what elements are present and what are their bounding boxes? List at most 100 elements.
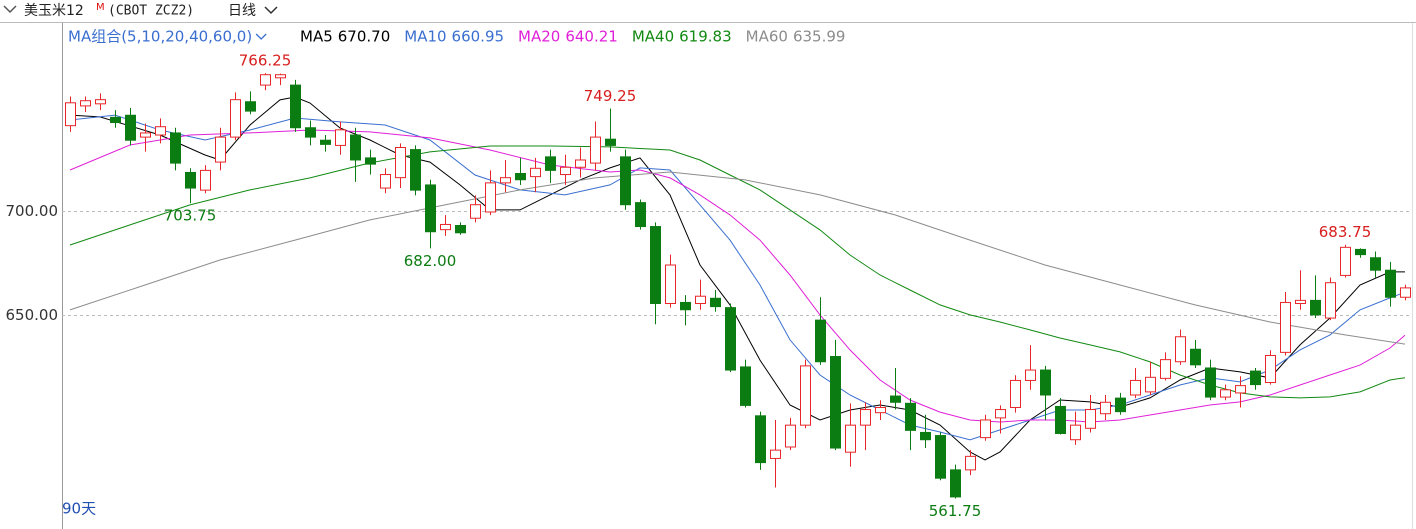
candle-body: [1175, 336, 1186, 363]
candle-body: [1160, 359, 1171, 379]
candle-body: [545, 156, 556, 171]
ma-group-chevron: [255, 33, 267, 40]
candle-body: [890, 395, 901, 403]
candle-body: [1370, 257, 1381, 271]
candle-body: [530, 167, 541, 178]
candle-body: [440, 223, 451, 231]
candle-body: [905, 402, 916, 431]
candle-body: [830, 356, 841, 449]
candle-body: [1400, 287, 1411, 298]
legend-name: MA10: [404, 28, 446, 46]
instrument-title: 美玉米12: [24, 3, 84, 19]
candle-body: [365, 157, 376, 165]
legend-value: 670.70: [338, 28, 391, 46]
menu-icon[interactable]: [3, 5, 17, 14]
candle-body: [935, 435, 946, 479]
legend-name: MA40: [632, 28, 674, 46]
candle-body: [485, 182, 496, 213]
candle-body: [695, 295, 706, 304]
candle-body: [395, 147, 406, 179]
candle-body: [740, 366, 751, 406]
ma-line: [69, 171, 1406, 345]
candle-body: [680, 301, 691, 311]
ma-line: [69, 96, 1405, 461]
candle-body: [1325, 282, 1336, 319]
candle-body: [470, 204, 481, 219]
candle-body: [860, 409, 871, 426]
legend-value: 660.95: [452, 28, 505, 46]
candle-body: [320, 139, 331, 145]
extreme-label: 766.25: [239, 52, 292, 70]
candle-body: [305, 127, 316, 138]
legend-name: MA20: [518, 28, 560, 46]
candle-body: [1235, 385, 1246, 394]
candle-body: [1385, 269, 1396, 298]
candle-body: [605, 138, 616, 146]
extreme-label: 561.75: [929, 502, 982, 520]
candle-body: [95, 99, 106, 105]
candle-body: [1055, 405, 1066, 434]
candle-body: [155, 126, 166, 136]
y-tick-label: 700.00: [6, 202, 59, 220]
legend-name: MA60: [746, 28, 788, 46]
candle-body: [875, 406, 886, 414]
candle-body: [785, 424, 796, 448]
candle-body: [275, 74, 286, 79]
candle-body: [1265, 354, 1276, 384]
candle-body: [125, 114, 136, 141]
candle-body: [215, 136, 226, 163]
candle-body: [710, 297, 721, 308]
candle-body: [1190, 348, 1201, 366]
ma-group[interactable]: MA组合(5,10,20,40,60,0): [68, 28, 252, 46]
candle-body: [1145, 376, 1156, 393]
period-chevron[interactable]: [264, 6, 278, 15]
legend-value: 635.99: [793, 28, 846, 46]
candle-body: [770, 449, 781, 459]
candle-body: [245, 101, 256, 112]
candle-body: [230, 99, 241, 138]
candle-body: [1220, 389, 1231, 398]
candle-body: [965, 455, 976, 471]
candle-body: [1295, 299, 1306, 304]
candle-body: [620, 156, 631, 206]
candle-body: [575, 159, 586, 168]
candle-body: [1130, 379, 1141, 396]
candle-body: [560, 166, 571, 176]
candle-body: [455, 224, 466, 234]
candle-body: [650, 226, 661, 304]
candle-body: [1025, 369, 1036, 381]
candle-body: [380, 174, 391, 189]
candle-body: [1115, 397, 1126, 413]
candle-body: [755, 415, 766, 464]
candle-body: [1205, 367, 1216, 398]
candle-body: [185, 171, 196, 189]
candle-body: [590, 136, 601, 164]
candle-body: [1070, 424, 1081, 441]
candle-body: [425, 184, 436, 233]
candle-body: [995, 409, 1006, 419]
candle-body: [1250, 370, 1261, 386]
contract-superscript: M: [96, 2, 105, 13]
candle-body: [1010, 379, 1021, 408]
candle-body: [1100, 401, 1111, 415]
extreme-label: 683.75: [1319, 223, 1372, 241]
candle-body: [1280, 301, 1291, 353]
candle-body: [140, 132, 151, 138]
candle-body: [65, 102, 76, 127]
candle-body: [110, 116, 121, 124]
candle-body: [920, 431, 931, 441]
candle-body: [515, 173, 526, 181]
candle-body: [1355, 248, 1366, 256]
candle-body: [635, 202, 646, 228]
candle-body: [1310, 299, 1321, 316]
candle-body: [815, 319, 826, 363]
candle-body: [335, 129, 346, 146]
candle-body: [410, 149, 421, 191]
period[interactable]: 日线: [228, 3, 256, 19]
plot: [62, 73, 1412, 499]
legend-name: MA5: [300, 28, 333, 46]
candle-body: [1040, 369, 1051, 396]
candle-body: [1340, 246, 1351, 276]
candle-body: [800, 365, 811, 426]
extreme-label: 749.25: [584, 87, 637, 105]
